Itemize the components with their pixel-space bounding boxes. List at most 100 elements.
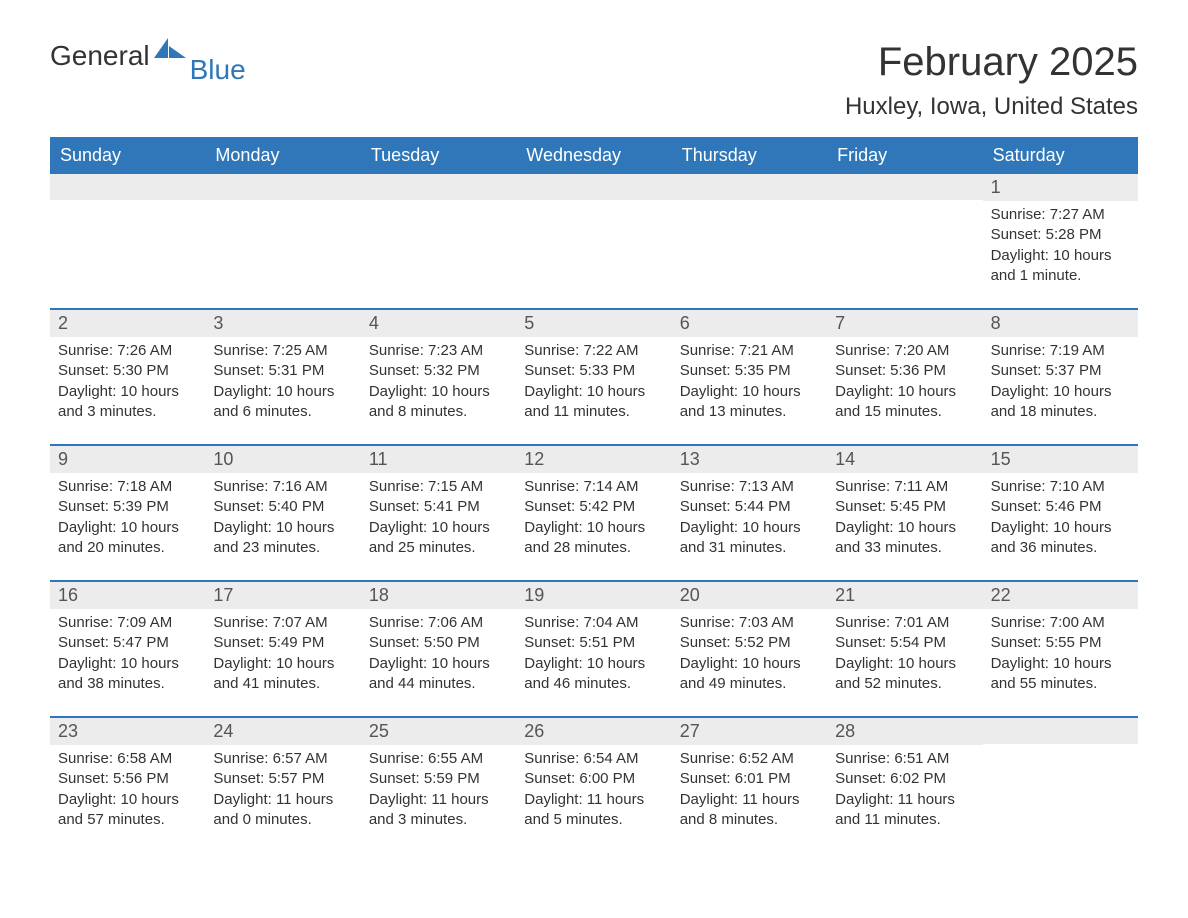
day-number: 17 <box>205 582 360 609</box>
daylight-text: Daylight: 11 hours and 8 minutes. <box>680 790 819 831</box>
daylight-text: Daylight: 10 hours and 25 minutes. <box>369 518 508 559</box>
sunset-text: Sunset: 5:40 PM <box>213 497 352 517</box>
logo-word-2: Blue <box>190 54 246 86</box>
sunset-text: Sunset: 5:55 PM <box>991 633 1130 653</box>
sunset-text: Sunset: 6:01 PM <box>680 769 819 789</box>
day-number: 23 <box>50 718 205 745</box>
day-number: 6 <box>672 310 827 337</box>
day-content: Sunrise: 7:26 AMSunset: 5:30 PMDaylight:… <box>50 337 205 430</box>
day-content: Sunrise: 7:19 AMSunset: 5:37 PMDaylight:… <box>983 337 1138 430</box>
sunset-text: Sunset: 5:45 PM <box>835 497 974 517</box>
sunset-text: Sunset: 5:44 PM <box>680 497 819 517</box>
day-cell <box>983 718 1138 838</box>
sunrise-text: Sunrise: 6:52 AM <box>680 749 819 769</box>
day-content: Sunrise: 7:04 AMSunset: 5:51 PMDaylight:… <box>516 609 671 702</box>
day-number: 20 <box>672 582 827 609</box>
sunset-text: Sunset: 5:28 PM <box>991 225 1130 245</box>
daylight-text: Daylight: 10 hours and 6 minutes. <box>213 382 352 423</box>
daylight-text: Daylight: 10 hours and 20 minutes. <box>58 518 197 559</box>
sunset-text: Sunset: 5:59 PM <box>369 769 508 789</box>
daylight-text: Daylight: 10 hours and 8 minutes. <box>369 382 508 423</box>
daylight-text: Daylight: 10 hours and 52 minutes. <box>835 654 974 695</box>
sunrise-text: Sunrise: 7:00 AM <box>991 613 1130 633</box>
day-number: 7 <box>827 310 982 337</box>
day-cell: 6Sunrise: 7:21 AMSunset: 5:35 PMDaylight… <box>672 310 827 430</box>
sunset-text: Sunset: 5:49 PM <box>213 633 352 653</box>
daylight-text: Daylight: 10 hours and 36 minutes. <box>991 518 1130 559</box>
daylight-text: Daylight: 10 hours and 15 minutes. <box>835 382 974 423</box>
daylight-text: Daylight: 10 hours and 46 minutes. <box>524 654 663 695</box>
sunrise-text: Sunrise: 7:09 AM <box>58 613 197 633</box>
sunset-text: Sunset: 5:33 PM <box>524 361 663 381</box>
page-header: General Blue February 2025 Huxley, Iowa,… <box>50 40 1138 121</box>
daylight-text: Daylight: 10 hours and 55 minutes. <box>991 654 1130 695</box>
day-number <box>361 174 516 200</box>
weekday-header: Saturday <box>983 137 1138 174</box>
sunset-text: Sunset: 6:00 PM <box>524 769 663 789</box>
day-cell: 23Sunrise: 6:58 AMSunset: 5:56 PMDayligh… <box>50 718 205 838</box>
day-cell: 17Sunrise: 7:07 AMSunset: 5:49 PMDayligh… <box>205 582 360 702</box>
day-content: Sunrise: 6:54 AMSunset: 6:00 PMDaylight:… <box>516 745 671 838</box>
day-content: Sunrise: 7:14 AMSunset: 5:42 PMDaylight:… <box>516 473 671 566</box>
day-number <box>205 174 360 200</box>
day-content: Sunrise: 7:11 AMSunset: 5:45 PMDaylight:… <box>827 473 982 566</box>
day-cell: 8Sunrise: 7:19 AMSunset: 5:37 PMDaylight… <box>983 310 1138 430</box>
daylight-text: Daylight: 11 hours and 11 minutes. <box>835 790 974 831</box>
title-block: February 2025 Huxley, Iowa, United State… <box>845 40 1138 121</box>
day-cell: 15Sunrise: 7:10 AMSunset: 5:46 PMDayligh… <box>983 446 1138 566</box>
daylight-text: Daylight: 10 hours and 11 minutes. <box>524 382 663 423</box>
weeks-container: 1Sunrise: 7:27 AMSunset: 5:28 PMDaylight… <box>50 174 1138 838</box>
logo-flag-icon <box>154 38 188 67</box>
week-row: 2Sunrise: 7:26 AMSunset: 5:30 PMDaylight… <box>50 308 1138 430</box>
weekday-header: Sunday <box>50 137 205 174</box>
weekday-header-row: Sunday Monday Tuesday Wednesday Thursday… <box>50 137 1138 174</box>
day-number <box>516 174 671 200</box>
day-content: Sunrise: 6:55 AMSunset: 5:59 PMDaylight:… <box>361 745 516 838</box>
sunset-text: Sunset: 5:42 PM <box>524 497 663 517</box>
sunset-text: Sunset: 5:35 PM <box>680 361 819 381</box>
day-cell: 21Sunrise: 7:01 AMSunset: 5:54 PMDayligh… <box>827 582 982 702</box>
week-row: 16Sunrise: 7:09 AMSunset: 5:47 PMDayligh… <box>50 580 1138 702</box>
daylight-text: Daylight: 10 hours and 23 minutes. <box>213 518 352 559</box>
day-number: 24 <box>205 718 360 745</box>
sunrise-text: Sunrise: 6:51 AM <box>835 749 974 769</box>
sunrise-text: Sunrise: 7:13 AM <box>680 477 819 497</box>
day-content: Sunrise: 7:09 AMSunset: 5:47 PMDaylight:… <box>50 609 205 702</box>
day-number: 10 <box>205 446 360 473</box>
sunrise-text: Sunrise: 7:25 AM <box>213 341 352 361</box>
day-cell: 26Sunrise: 6:54 AMSunset: 6:00 PMDayligh… <box>516 718 671 838</box>
sunset-text: Sunset: 5:36 PM <box>835 361 974 381</box>
week-row: 23Sunrise: 6:58 AMSunset: 5:56 PMDayligh… <box>50 716 1138 838</box>
sunrise-text: Sunrise: 7:26 AM <box>58 341 197 361</box>
week-row: 1Sunrise: 7:27 AMSunset: 5:28 PMDaylight… <box>50 174 1138 294</box>
daylight-text: Daylight: 10 hours and 57 minutes. <box>58 790 197 831</box>
day-content: Sunrise: 7:01 AMSunset: 5:54 PMDaylight:… <box>827 609 982 702</box>
sunrise-text: Sunrise: 6:57 AM <box>213 749 352 769</box>
day-number: 16 <box>50 582 205 609</box>
day-cell: 10Sunrise: 7:16 AMSunset: 5:40 PMDayligh… <box>205 446 360 566</box>
weekday-header: Thursday <box>672 137 827 174</box>
sunset-text: Sunset: 5:56 PM <box>58 769 197 789</box>
day-cell: 2Sunrise: 7:26 AMSunset: 5:30 PMDaylight… <box>50 310 205 430</box>
sunset-text: Sunset: 5:41 PM <box>369 497 508 517</box>
sunrise-text: Sunrise: 7:22 AM <box>524 341 663 361</box>
sunrise-text: Sunrise: 7:20 AM <box>835 341 974 361</box>
sunset-text: Sunset: 5:30 PM <box>58 361 197 381</box>
day-content: Sunrise: 7:15 AMSunset: 5:41 PMDaylight:… <box>361 473 516 566</box>
sunrise-text: Sunrise: 6:55 AM <box>369 749 508 769</box>
day-number: 26 <box>516 718 671 745</box>
day-cell: 12Sunrise: 7:14 AMSunset: 5:42 PMDayligh… <box>516 446 671 566</box>
day-content: Sunrise: 6:57 AMSunset: 5:57 PMDaylight:… <box>205 745 360 838</box>
day-number: 5 <box>516 310 671 337</box>
day-content: Sunrise: 7:21 AMSunset: 5:35 PMDaylight:… <box>672 337 827 430</box>
sunset-text: Sunset: 5:52 PM <box>680 633 819 653</box>
day-content: Sunrise: 7:27 AMSunset: 5:28 PMDaylight:… <box>983 201 1138 294</box>
day-number: 8 <box>983 310 1138 337</box>
sunrise-text: Sunrise: 7:06 AM <box>369 613 508 633</box>
daylight-text: Daylight: 10 hours and 38 minutes. <box>58 654 197 695</box>
sunrise-text: Sunrise: 6:54 AM <box>524 749 663 769</box>
daylight-text: Daylight: 10 hours and 1 minute. <box>991 246 1130 287</box>
day-content: Sunrise: 7:16 AMSunset: 5:40 PMDaylight:… <box>205 473 360 566</box>
daylight-text: Daylight: 10 hours and 13 minutes. <box>680 382 819 423</box>
day-cell: 25Sunrise: 6:55 AMSunset: 5:59 PMDayligh… <box>361 718 516 838</box>
